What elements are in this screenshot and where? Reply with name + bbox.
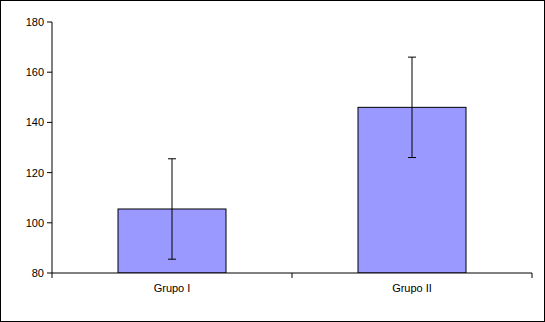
y-tick-label: 180 xyxy=(26,16,44,28)
chart: 80 100 120 140 160 180 Grupo I Grupo II xyxy=(0,0,545,322)
x-tick-label: Grupo I xyxy=(154,282,191,294)
y-tick xyxy=(47,22,52,23)
x-tick-label: Grupo II xyxy=(392,282,432,294)
error-bar xyxy=(168,159,176,259)
y-tick xyxy=(47,72,52,73)
y-tick-label: 120 xyxy=(26,167,44,179)
error-stem xyxy=(172,159,173,259)
x-tick xyxy=(52,273,53,278)
x-tick xyxy=(292,273,293,278)
y-axis xyxy=(52,22,53,273)
y-tick xyxy=(47,273,52,274)
error-cap xyxy=(408,157,416,158)
y-tick xyxy=(47,122,52,123)
error-stem xyxy=(412,57,413,157)
x-tick xyxy=(532,273,533,278)
y-tick-label: 80 xyxy=(32,267,44,279)
y-tick-label: 100 xyxy=(26,217,44,229)
y-tick xyxy=(47,222,52,223)
marks xyxy=(118,57,466,273)
y-tick-label: 140 xyxy=(26,116,44,128)
error-cap xyxy=(168,259,176,260)
error-bar xyxy=(408,57,416,157)
error-cap xyxy=(408,57,416,58)
error-cap xyxy=(168,158,176,159)
y-tick xyxy=(47,172,52,173)
y-tick-label: 160 xyxy=(26,66,44,78)
chart-frame xyxy=(1,1,545,322)
